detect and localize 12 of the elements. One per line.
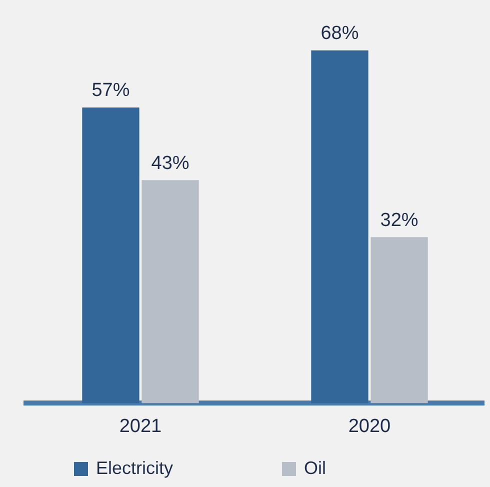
x-tick-label: 2020 [348, 416, 391, 437]
bar [370, 237, 428, 404]
bar [142, 180, 199, 404]
data-label: 32% [380, 210, 418, 231]
bar [311, 50, 368, 404]
data-label: 68% [320, 23, 359, 44]
data-label: 43% [151, 152, 190, 174]
legend-label: Electricity [96, 458, 174, 479]
legend-label: Oil [304, 458, 326, 479]
data-label: 57% [92, 80, 130, 102]
x-tick-label: 2021 [119, 416, 162, 437]
bar [82, 107, 140, 404]
